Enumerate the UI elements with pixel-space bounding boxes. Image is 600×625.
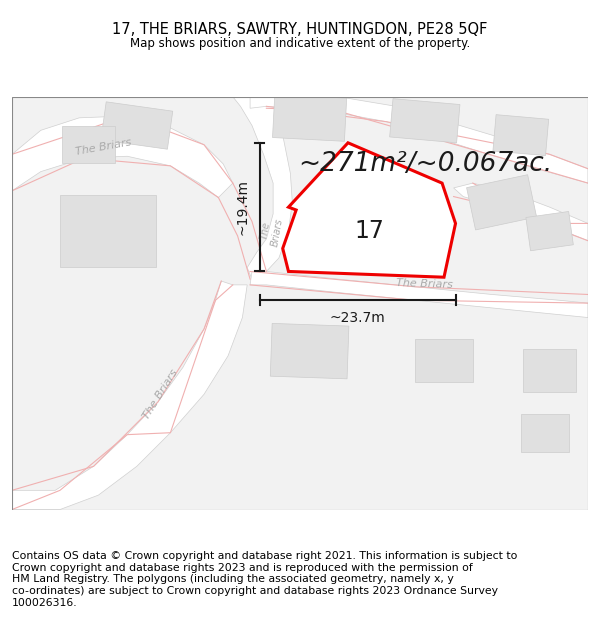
Polygon shape xyxy=(467,175,536,230)
Text: ~23.7m: ~23.7m xyxy=(330,311,385,324)
Polygon shape xyxy=(526,211,574,251)
Text: The
Briars: The Briars xyxy=(258,215,284,247)
Polygon shape xyxy=(250,271,588,318)
Polygon shape xyxy=(301,178,404,274)
Text: ~271m²/~0.067ac.: ~271m²/~0.067ac. xyxy=(298,151,552,177)
Text: The Briars: The Briars xyxy=(74,137,132,156)
Polygon shape xyxy=(493,114,548,156)
Polygon shape xyxy=(271,323,349,379)
Polygon shape xyxy=(272,94,347,141)
Polygon shape xyxy=(523,349,576,392)
Text: 17, THE BRIARS, SAWTRY, HUNTINGDON, PE28 5QF: 17, THE BRIARS, SAWTRY, HUNTINGDON, PE28… xyxy=(112,22,488,37)
Text: The Briars: The Briars xyxy=(396,278,454,290)
Polygon shape xyxy=(389,99,460,142)
Polygon shape xyxy=(101,102,173,149)
Polygon shape xyxy=(454,183,588,241)
Polygon shape xyxy=(12,281,247,509)
Text: The Briars: The Briars xyxy=(142,368,180,421)
Polygon shape xyxy=(12,116,233,198)
Text: Contains OS data © Crown copyright and database right 2021. This information is : Contains OS data © Crown copyright and d… xyxy=(12,551,517,608)
Polygon shape xyxy=(233,97,292,279)
Polygon shape xyxy=(250,97,588,183)
Polygon shape xyxy=(415,339,473,382)
Text: Map shows position and indicative extent of the property.: Map shows position and indicative extent… xyxy=(130,38,470,51)
Polygon shape xyxy=(521,414,569,452)
Polygon shape xyxy=(60,195,156,267)
Text: 17: 17 xyxy=(354,219,384,243)
Text: ~19.4m: ~19.4m xyxy=(235,179,250,235)
Polygon shape xyxy=(283,142,455,278)
Polygon shape xyxy=(62,126,115,163)
